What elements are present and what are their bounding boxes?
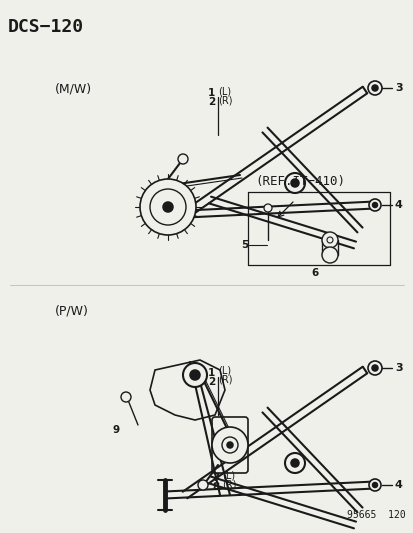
- Circle shape: [368, 479, 380, 491]
- Text: 3: 3: [394, 363, 402, 373]
- Circle shape: [321, 247, 337, 263]
- Text: 95665  120: 95665 120: [347, 510, 405, 520]
- Text: 2: 2: [207, 377, 214, 387]
- Text: (R): (R): [218, 375, 232, 385]
- Circle shape: [190, 370, 199, 380]
- Circle shape: [140, 179, 195, 235]
- Text: 3: 3: [394, 83, 402, 93]
- Circle shape: [178, 154, 188, 164]
- Text: 6: 6: [311, 268, 318, 278]
- Text: 4: 4: [394, 200, 402, 210]
- Text: 8: 8: [212, 482, 219, 492]
- Text: 1: 1: [207, 88, 214, 98]
- FancyBboxPatch shape: [211, 417, 247, 473]
- Circle shape: [290, 459, 298, 467]
- Circle shape: [372, 203, 377, 207]
- Circle shape: [321, 232, 337, 248]
- Text: 9: 9: [113, 425, 120, 435]
- Circle shape: [197, 480, 207, 490]
- Text: (L): (L): [218, 366, 230, 376]
- Text: 1: 1: [207, 368, 214, 378]
- Text: 4: 4: [394, 480, 402, 490]
- Text: (L): (L): [221, 471, 235, 481]
- Circle shape: [290, 179, 298, 187]
- Circle shape: [326, 237, 332, 243]
- Circle shape: [284, 173, 304, 193]
- Text: (M/W): (M/W): [55, 82, 92, 95]
- Text: 7: 7: [212, 473, 219, 483]
- Circle shape: [150, 189, 185, 225]
- Text: 2: 2: [207, 97, 214, 107]
- Text: (P/W): (P/W): [55, 305, 89, 318]
- Circle shape: [284, 453, 304, 473]
- Text: DCS−120: DCS−120: [8, 18, 84, 36]
- Text: (R): (R): [218, 95, 232, 105]
- Circle shape: [121, 392, 131, 402]
- Circle shape: [372, 482, 377, 488]
- Circle shape: [226, 442, 233, 448]
- Circle shape: [368, 199, 380, 211]
- Circle shape: [371, 365, 377, 371]
- Circle shape: [211, 427, 247, 463]
- Circle shape: [221, 437, 237, 453]
- Text: 5: 5: [240, 240, 247, 250]
- Circle shape: [367, 81, 381, 95]
- Text: (REF.IT−410): (REF.IT−410): [254, 175, 344, 188]
- Circle shape: [367, 361, 381, 375]
- Text: (L): (L): [218, 86, 230, 96]
- Circle shape: [183, 363, 206, 387]
- Circle shape: [263, 204, 271, 212]
- Circle shape: [163, 202, 173, 212]
- Text: (R): (R): [221, 480, 236, 490]
- Circle shape: [371, 85, 377, 91]
